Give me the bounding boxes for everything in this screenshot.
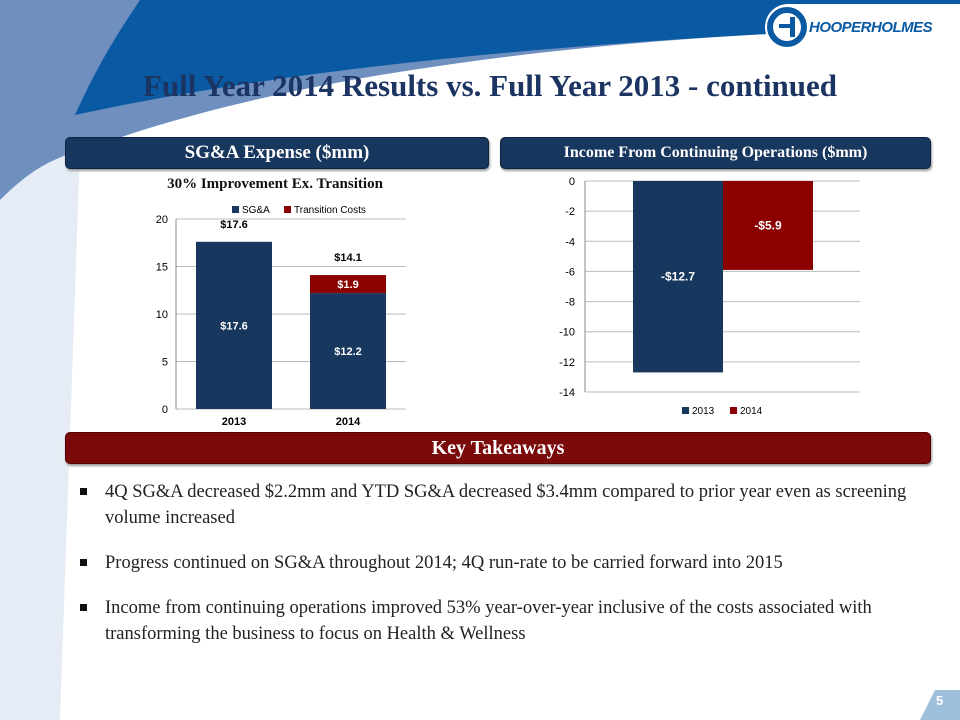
y-tick-label: -6 bbox=[565, 266, 575, 278]
bar-2013 bbox=[633, 181, 723, 373]
y-tick-label: 15 bbox=[156, 262, 168, 274]
bar-sg-a-2014 bbox=[310, 293, 386, 409]
data-label: -$12.7 bbox=[661, 270, 695, 284]
data-label: -$5.9 bbox=[754, 218, 782, 232]
total-label: $14.1 bbox=[334, 252, 362, 264]
logo: HOOPERHOLMES bbox=[765, 4, 960, 50]
y-tick-label: 5 bbox=[162, 357, 168, 369]
legend-label: SG&A bbox=[242, 205, 270, 216]
bullet-icon bbox=[80, 559, 87, 566]
y-tick-label: 20 bbox=[156, 214, 168, 226]
y-tick-label: -12 bbox=[559, 357, 575, 369]
bullet-icon bbox=[80, 488, 87, 495]
legend-label: 2013 bbox=[692, 406, 715, 417]
bullet-icon bbox=[80, 604, 87, 611]
page-title: Full Year 2014 Results vs. Full Year 201… bbox=[142, 68, 838, 103]
list-item: Income from continuing operations improv… bbox=[80, 595, 920, 647]
legend-swatch bbox=[682, 407, 689, 414]
logo-mark-icon bbox=[767, 7, 807, 47]
data-label: $17.6 bbox=[220, 320, 248, 332]
bar-2014 bbox=[723, 181, 813, 270]
bar-transition-costs-2014 bbox=[310, 275, 386, 294]
income-banner: Income From Continuing Operations ($mm) bbox=[500, 137, 931, 169]
bar-sg-a-2013 bbox=[196, 241, 272, 409]
page-number: 5 bbox=[936, 693, 944, 708]
y-tick-label: -8 bbox=[565, 297, 575, 309]
legend-swatch bbox=[730, 407, 737, 414]
data-label: $12.2 bbox=[334, 346, 362, 358]
legend-label: 2014 bbox=[740, 406, 763, 417]
legend-swatch bbox=[232, 206, 239, 213]
takeaways-list: 4Q SG&A decreased $2.2mm and YTD SG&A de… bbox=[80, 479, 920, 666]
x-tick-label: 2013 bbox=[222, 416, 246, 428]
list-item: Progress continued on SG&A throughout 20… bbox=[80, 550, 920, 576]
sga-subtitle: 30% Improvement Ex. Transition bbox=[167, 176, 383, 192]
takeaways-banner: Key Takeaways bbox=[65, 432, 931, 464]
y-tick-label: -10 bbox=[559, 327, 575, 339]
y-tick-label: -14 bbox=[559, 387, 575, 399]
list-item: 4Q SG&A decreased $2.2mm and YTD SG&A de… bbox=[80, 479, 920, 531]
y-tick-label: -2 bbox=[565, 206, 575, 218]
y-tick-label: -4 bbox=[565, 236, 575, 248]
x-tick-label: 2014 bbox=[336, 416, 361, 428]
data-label: $1.9 bbox=[337, 279, 358, 291]
y-tick-label: 0 bbox=[569, 176, 575, 188]
total-label: $17.6 bbox=[220, 219, 248, 231]
y-tick-label: 10 bbox=[156, 309, 168, 321]
legend-swatch bbox=[284, 206, 291, 213]
legend-label: Transition Costs bbox=[294, 205, 366, 216]
y-tick-label: 0 bbox=[162, 404, 168, 416]
logo-text: HOOPERHOLMES bbox=[809, 18, 933, 36]
sga-banner: SG&A Expense ($mm) bbox=[65, 137, 489, 169]
